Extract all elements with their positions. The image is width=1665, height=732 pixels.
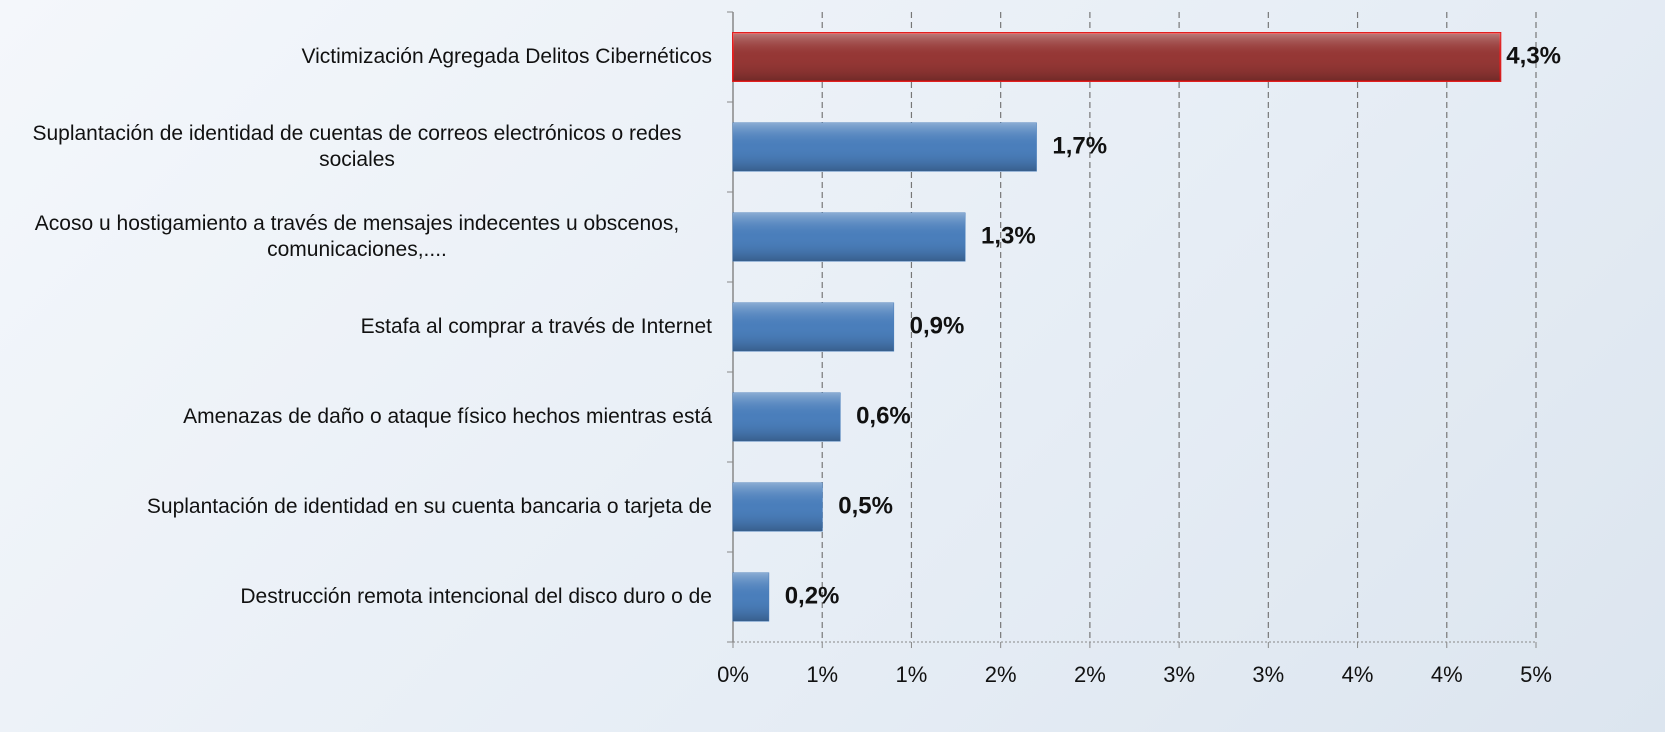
category-label: Victimización Agregada Delitos Cibernéti… — [301, 44, 712, 68]
category-label: Amenazas de daño o ataque físico hechos … — [183, 404, 712, 428]
value-label: 1,7% — [1052, 132, 1107, 159]
bar-shade — [733, 573, 769, 621]
bar-shade — [733, 303, 894, 351]
x-tick-label: 1% — [896, 662, 928, 687]
bar-shade — [733, 123, 1037, 171]
value-label: 1,3% — [981, 222, 1036, 249]
value-label: 0,6% — [856, 402, 911, 429]
category-label: Suplantación de identidad en su cuenta b… — [146, 494, 712, 518]
bar-shade — [733, 483, 823, 531]
x-tick-label: 1% — [806, 662, 838, 687]
x-tick-label: 5% — [1520, 662, 1552, 687]
value-label: 0,5% — [838, 492, 893, 519]
category-label: Estafa al comprar a través de Internet — [360, 314, 712, 338]
x-tick-label: 2% — [1074, 662, 1106, 687]
category-label: Acoso u hostigamiento a través de mensaj… — [34, 211, 680, 261]
bar-shade — [733, 393, 841, 441]
bar-shade — [733, 33, 1501, 81]
x-tick-label: 0% — [717, 662, 749, 687]
value-label: 0,2% — [785, 582, 840, 609]
x-tick-label: 3% — [1252, 662, 1284, 687]
x-tick-label: 4% — [1342, 662, 1374, 687]
x-tick-label: 2% — [985, 662, 1017, 687]
x-tick-label: 4% — [1431, 662, 1463, 687]
category-label: Suplantación de identidad de cuentas de … — [32, 121, 682, 171]
value-label: 0,9% — [910, 312, 965, 339]
bar-shade — [733, 213, 965, 261]
x-tick-label: 3% — [1163, 662, 1195, 687]
category-label: Destrucción remota intencional del disco… — [240, 584, 712, 608]
value-label: 4,3% — [1506, 42, 1561, 69]
